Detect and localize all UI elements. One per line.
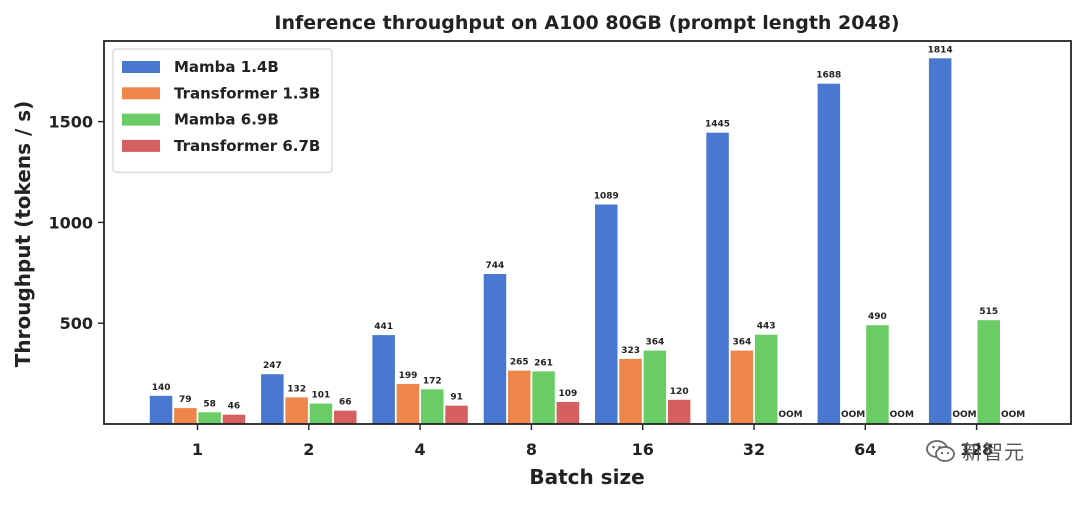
bar-value-label: 744 (486, 261, 505, 271)
bar-transformer-1-3b-2 (285, 397, 308, 424)
x-tick-label-1: 1 (192, 440, 203, 459)
bar-value-label: 261 (534, 358, 553, 368)
legend-entry-transformer-6-7b: Transformer 6.7B (174, 137, 320, 155)
bar-transformer-6-7b-1 (222, 414, 246, 424)
bar-mamba-6-9b-4 (421, 389, 444, 424)
bar-transformer-1-3b-8 (508, 370, 531, 424)
bar-value-label: 515 (979, 307, 998, 317)
x-tick-label-32: 32 (743, 440, 765, 459)
bars-group (149, 58, 1000, 425)
bar-mamba-1-4b-8 (483, 274, 507, 424)
watermark: 新智元 (926, 436, 1025, 465)
bar-value-label: 364 (646, 338, 665, 348)
bar-value-label: 109 (559, 389, 578, 399)
bar-mamba-6-9b-128 (977, 320, 1000, 424)
bar-transformer-1-3b-1 (174, 408, 197, 424)
y-tick-label-500: 500 (60, 314, 93, 333)
bar-labels-group: 140 79 58 46 247 132 101 66 441 199 172 91 744 265 261… (152, 45, 1026, 420)
bar-mamba-1-4b-64 (817, 83, 841, 424)
x-tick-label-2: 2 (303, 440, 314, 459)
wechat-icon (926, 439, 955, 462)
oom-label: OOM (841, 410, 865, 420)
x-ticks-group: 1 2 4 8 16 32 64 128 (192, 424, 993, 459)
bar-transformer-6-7b-4 (445, 405, 468, 424)
bar-value-label: 172 (423, 376, 442, 386)
bar-value-label: 265 (510, 358, 529, 368)
oom-label: OOM (890, 410, 914, 420)
bar-transformer-1-3b-4 (396, 383, 420, 424)
x-axis-label: Batch size (529, 465, 644, 489)
x-tick-label-16: 16 (632, 440, 654, 459)
bar-value-label: 58 (203, 399, 216, 409)
bar-value-label: 66 (339, 398, 352, 408)
x-tick-label-128: 128 (960, 440, 993, 459)
bar-value-label: 490 (868, 312, 887, 322)
oom-label: OOM (778, 410, 802, 420)
bar-value-label: 1445 (705, 120, 730, 130)
legend-entry-mamba-1-4b: Mamba 1.4B (174, 58, 279, 76)
bar-mamba-6-9b-2 (309, 403, 333, 424)
bar-mamba-6-9b-8 (532, 371, 555, 424)
y-tick-label-1500: 1500 (48, 113, 93, 132)
legend-swatch (122, 139, 160, 152)
bar-value-label: 140 (152, 383, 171, 393)
bar-mamba-6-9b-32 (754, 334, 778, 424)
x-tick-label-8: 8 (526, 440, 537, 459)
bar-value-label: 1089 (594, 192, 619, 202)
bar-transformer-6-7b-8 (556, 402, 580, 424)
bar-value-label: 132 (287, 384, 306, 394)
legend-swatch (122, 61, 160, 73)
bar-value-label: 79 (179, 395, 192, 405)
axes-group (103, 40, 1072, 425)
bar-value-label: 120 (670, 387, 689, 397)
y-ticks-group: 500 1000 1500 (48, 113, 104, 333)
y-axis-label: Throughput (tokens / s) (11, 101, 35, 368)
legend-entry-mamba-6-9b: Mamba 6.9B (174, 111, 279, 129)
bar-value-label: 247 (263, 361, 282, 371)
bar-value-label: 323 (621, 346, 640, 356)
plot-frame (103, 40, 1072, 425)
bar-mamba-6-9b-16 (643, 350, 667, 424)
bar-value-label: 364 (733, 338, 752, 348)
bar-mamba-1-4b-16 (595, 204, 618, 424)
legend-box (112, 48, 333, 173)
bar-value-label: 443 (757, 322, 776, 332)
legend-swatch (122, 113, 160, 126)
bar-value-label: 1814 (928, 45, 953, 55)
bar-value-label: 46 (228, 402, 241, 412)
x-tick-label-4: 4 (415, 440, 426, 459)
bar-value-label: 1688 (816, 71, 841, 81)
bar-mamba-1-4b-2 (261, 374, 284, 424)
chart-title: Inference throughput on A100 80GB (promp… (274, 12, 899, 34)
bar-value-label: 91 (450, 393, 463, 403)
oom-label: OOM (1001, 410, 1025, 420)
bar-value-label: 101 (312, 391, 331, 401)
x-tick-label-64: 64 (854, 440, 876, 459)
legend-entry-transformer-1-3b: Transformer 1.3B (174, 84, 320, 102)
bar-mamba-6-9b-64 (866, 325, 889, 424)
oom-label: OOM (952, 410, 976, 420)
bar-mamba-6-9b-1 (198, 412, 221, 424)
bar-mamba-1-4b-4 (372, 335, 395, 424)
bar-mamba-1-4b-128 (928, 58, 952, 425)
bar-transformer-6-7b-2 (334, 410, 357, 424)
legend-swatch (122, 87, 160, 100)
bar-transformer-6-7b-16 (667, 399, 691, 424)
y-tick-label-1000: 1000 (48, 213, 93, 232)
legend: Mamba 1.4B Transformer 1.3B Mamba 6.9B Tran… (112, 48, 333, 173)
bar-mamba-1-4b-1 (149, 395, 173, 424)
bar-mamba-1-4b-32 (706, 132, 729, 424)
bar-value-label: 199 (399, 371, 418, 381)
bar-transformer-1-3b-32 (730, 350, 754, 424)
watermark-text: 新智元 (962, 440, 1025, 464)
bar-transformer-1-3b-16 (619, 358, 642, 424)
bar-value-label: 441 (374, 322, 393, 332)
